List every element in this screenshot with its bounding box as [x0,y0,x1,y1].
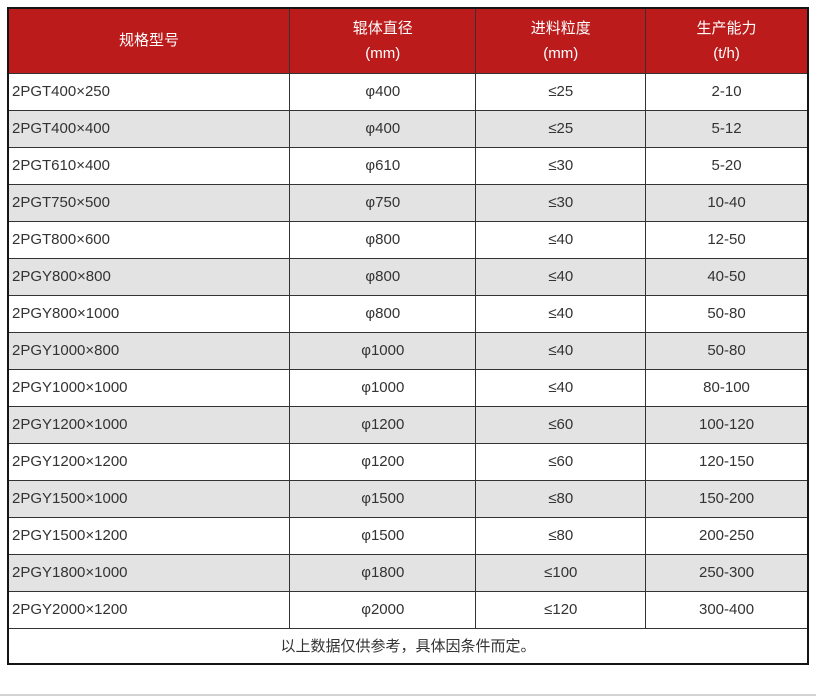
cell-model: 2PGY2000×1200 [7,590,291,629]
cell-roller-diameter: φ750 [289,183,477,222]
table-footnote: 以上数据仅供参考，具体因条件而定。 [7,627,809,665]
cell-roller-diameter: φ610 [289,146,477,185]
cell-model: 2PGT400×250 [7,72,291,111]
cell-capacity: 50-80 [645,294,809,333]
cell-model: 2PGT400×400 [7,109,291,148]
cell-roller-diameter: φ1200 [289,442,477,481]
cell-roller-diameter: φ1200 [289,405,477,444]
table-row: 2PGT610×400 φ610 ≤30 5-20 [7,146,809,185]
cell-model: 2PGY1000×1000 [7,368,291,407]
table-row: 2PGT750×500 φ750 ≤30 10-40 [7,183,809,222]
cell-roller-diameter: φ1000 [289,331,477,370]
page: 规格型号 辊体直径 (mm) 进料粒度 (mm) 生产能力 (t/h) 2PGT400×25… [0,7,816,696]
column-header-label: 规格型号 [119,32,180,50]
cell-model: 2PGY1200×1200 [7,442,291,481]
cell-roller-diameter: φ1000 [289,368,477,407]
cell-feed-size: ≤80 [475,479,647,518]
table-row: 2PGY800×1000 φ800 ≤40 50-80 [7,294,809,333]
table-row: 2PGT400×250 φ400 ≤25 2-10 [7,72,809,111]
cell-model: 2PGY800×1000 [7,294,291,333]
cell-feed-size: ≤40 [475,220,647,259]
cell-capacity: 40-50 [645,257,809,296]
cell-model: 2PGT750×500 [7,183,291,222]
cell-feed-size: ≤60 [475,405,647,444]
table-row: 2PGT800×600 φ800 ≤40 12-50 [7,220,809,259]
footer-row: 以上数据仅供参考，具体因条件而定。 [7,627,809,665]
cell-model: 2PGY1800×1000 [7,553,291,592]
cell-feed-size: ≤25 [475,72,647,111]
table-header: 规格型号 辊体直径 (mm) 进料粒度 (mm) 生产能力 (t/h) [7,7,809,74]
column-header-unit: (mm) [543,44,579,62]
cell-capacity: 50-80 [645,331,809,370]
column-header-label: 辊体直径 [352,19,413,37]
cell-feed-size: ≤100 [475,553,647,592]
cell-feed-size: ≤30 [475,146,647,185]
table-row: 2PGT400×400 φ400 ≤25 5-12 [7,109,809,148]
column-header: 规格型号 [7,7,291,74]
table-row: 2PGY800×800 φ800 ≤40 40-50 [7,257,809,296]
table-footer: 以上数据仅供参考，具体因条件而定。 [7,627,809,665]
table-row: 2PGY1200×1200 φ1200 ≤60 120-150 [7,442,809,481]
cell-feed-size: ≤25 [475,109,647,148]
cell-model: 2PGY1500×1200 [7,516,291,555]
cell-model: 2PGT610×400 [7,146,291,185]
cell-capacity: 5-12 [645,109,809,148]
cell-capacity: 2-10 [645,72,809,111]
table-body: 2PGT400×250 φ400 ≤25 2-10 2PGT400×400 φ400 ≤25… [7,72,809,629]
cell-capacity: 250-300 [645,553,809,592]
column-header: 进料粒度 (mm) [475,7,647,74]
cell-roller-diameter: φ400 [289,72,477,111]
cell-feed-size: ≤80 [475,516,647,555]
cell-model: 2PGY1200×1000 [7,405,291,444]
cell-model: 2PGY1000×800 [7,331,291,370]
cell-feed-size: ≤40 [475,368,647,407]
column-header: 生产能力 (t/h) [645,7,809,74]
cell-roller-diameter: φ800 [289,294,477,333]
table-row: 2PGY1800×1000 φ1800 ≤100 250-300 [7,553,809,592]
header-row: 规格型号 辊体直径 (mm) 进料粒度 (mm) 生产能力 (t/h) [7,7,809,74]
column-header-label: 生产能力 [696,19,757,37]
cell-model: 2PGY1500×1000 [7,479,291,518]
cell-capacity: 10-40 [645,183,809,222]
column-header-unit: (t/h) [713,44,740,62]
table-row: 2PGY1500×1000 φ1500 ≤80 150-200 [7,479,809,518]
cell-roller-diameter: φ400 [289,109,477,148]
table-row: 2PGY1000×1000 φ1000 ≤40 80-100 [7,368,809,407]
cell-capacity: 300-400 [645,590,809,629]
cell-roller-diameter: φ800 [289,257,477,296]
cell-model: 2PGT800×600 [7,220,291,259]
cell-capacity: 120-150 [645,442,809,481]
table-row: 2PGY2000×1200 φ2000 ≤120 300-400 [7,590,809,629]
cell-capacity: 150-200 [645,479,809,518]
cell-feed-size: ≤40 [475,257,647,296]
table-row: 2PGY1000×800 φ1000 ≤40 50-80 [7,331,809,370]
table-row: 2PGY1200×1000 φ1200 ≤60 100-120 [7,405,809,444]
cell-feed-size: ≤30 [475,183,647,222]
spec-table: 规格型号 辊体直径 (mm) 进料粒度 (mm) 生产能力 (t/h) 2PGT400×25… [7,7,809,665]
cell-feed-size: ≤60 [475,442,647,481]
cell-feed-size: ≤40 [475,294,647,333]
table-row: 2PGY1500×1200 φ1500 ≤80 200-250 [7,516,809,555]
cell-feed-size: ≤120 [475,590,647,629]
cell-model: 2PGY800×800 [7,257,291,296]
cell-capacity: 200-250 [645,516,809,555]
cell-roller-diameter: φ2000 [289,590,477,629]
cell-capacity: 80-100 [645,368,809,407]
cell-roller-diameter: φ800 [289,220,477,259]
cell-feed-size: ≤40 [475,331,647,370]
cell-capacity: 5-20 [645,146,809,185]
column-header-unit: (mm) [365,44,401,62]
cell-roller-diameter: φ1800 [289,553,477,592]
cell-capacity: 100-120 [645,405,809,444]
cell-roller-diameter: φ1500 [289,479,477,518]
column-header-label: 进料粒度 [530,19,591,37]
cell-roller-diameter: φ1500 [289,516,477,555]
cell-capacity: 12-50 [645,220,809,259]
column-header: 辊体直径 (mm) [289,7,477,74]
